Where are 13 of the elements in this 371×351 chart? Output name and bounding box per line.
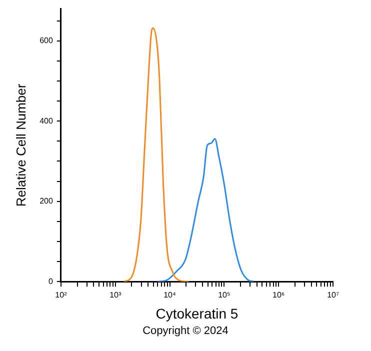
x-tick-label: 10³ xyxy=(110,290,122,300)
text: Copyright © 2024 xyxy=(142,325,230,337)
y-tick-label: 200 xyxy=(40,196,54,206)
y-tick-label: 600 xyxy=(40,36,54,46)
x-axis-title: Cytokeratin 5 xyxy=(156,305,238,322)
x-tick-label: 10² xyxy=(55,290,68,300)
x-tick-label: 10⁵ xyxy=(218,290,230,300)
x-tick-label: 10⁶ xyxy=(272,290,285,300)
x-tick-label: 10⁴ xyxy=(164,290,176,300)
y-axis-title: Relative Cell Number xyxy=(13,83,28,207)
y-tick-label: 0 xyxy=(48,276,54,286)
y-tick-label: 400 xyxy=(40,116,54,126)
x-tick-label: 10⁷ xyxy=(327,290,339,300)
